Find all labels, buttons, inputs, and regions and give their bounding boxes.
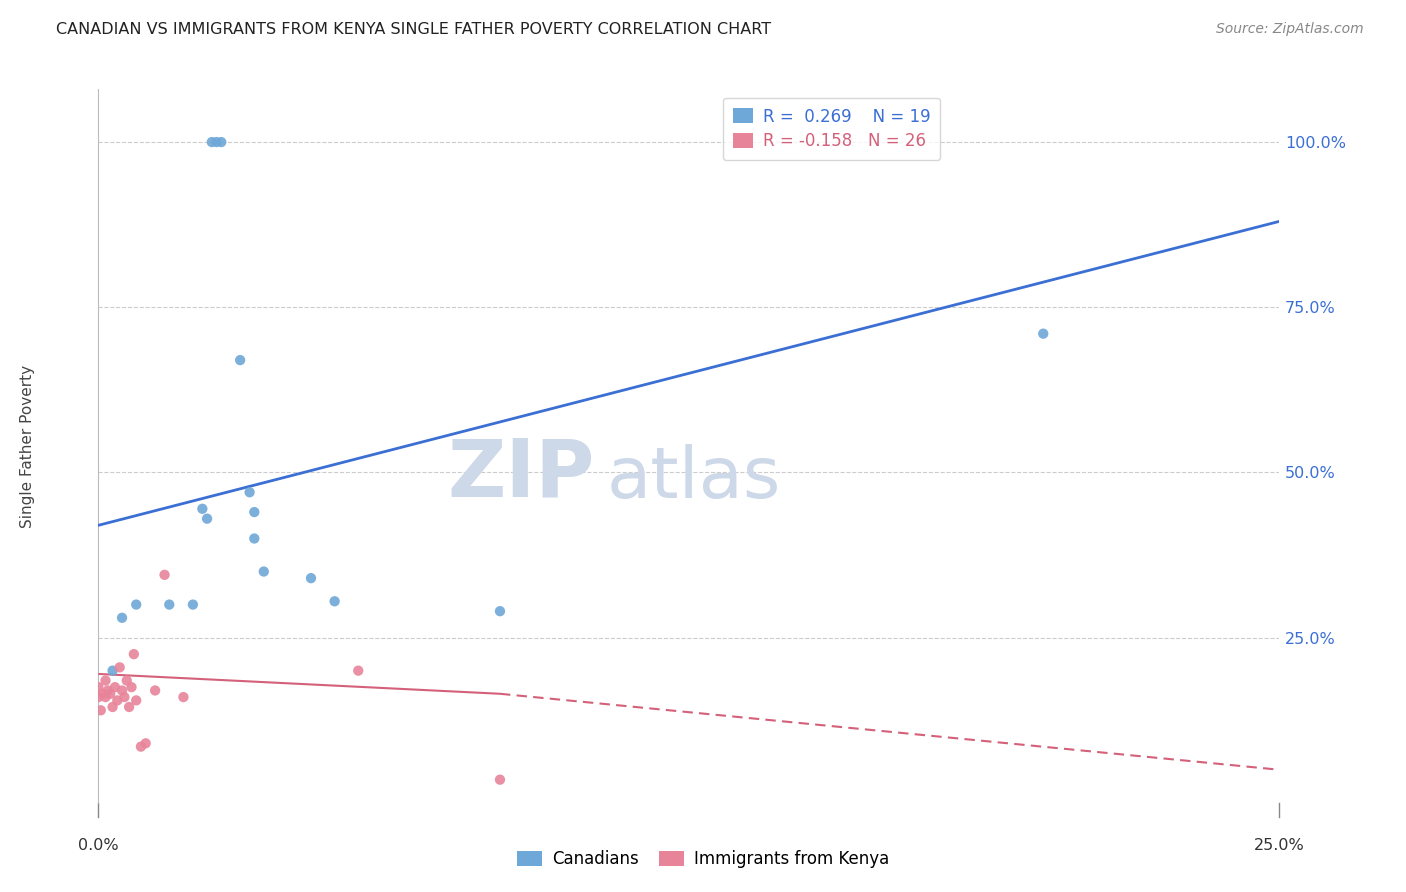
Point: [87, 690, 110, 704]
Point: [1032, 326, 1054, 341]
Text: 25.0%: 25.0%: [1254, 838, 1305, 854]
Point: [243, 532, 266, 546]
Text: Single Father Poverty: Single Father Poverty: [20, 365, 35, 527]
Point: [125, 693, 148, 707]
Text: Source: ZipAtlas.com: Source: ZipAtlas.com: [1216, 22, 1364, 37]
Point: [157, 598, 180, 612]
Point: [489, 604, 512, 618]
Legend: R =  0.269    N = 19, R = -0.158   N = 26: R = 0.269 N = 19, R = -0.158 N = 26: [723, 97, 941, 161]
Point: [111, 611, 134, 625]
Point: [201, 135, 224, 149]
Point: [125, 598, 148, 612]
Text: ZIP: ZIP: [447, 435, 595, 514]
Point: [87, 680, 110, 694]
Point: [489, 772, 512, 787]
Point: [209, 135, 232, 149]
Point: [94, 690, 117, 704]
Point: [172, 690, 194, 704]
Point: [104, 680, 127, 694]
Point: [143, 683, 166, 698]
Point: [108, 660, 131, 674]
Point: [323, 594, 346, 608]
Point: [105, 693, 128, 707]
Text: atlas: atlas: [606, 443, 780, 513]
Point: [98, 687, 121, 701]
Point: [299, 571, 322, 585]
Point: [115, 673, 138, 688]
Point: [239, 485, 262, 500]
Point: [191, 501, 214, 516]
Point: [243, 505, 266, 519]
Point: [91, 687, 114, 701]
Point: [94, 673, 117, 688]
Point: [181, 598, 204, 612]
Point: [129, 739, 152, 754]
Point: [135, 736, 157, 750]
Point: [111, 683, 134, 698]
Point: [97, 683, 120, 698]
Point: [122, 647, 145, 661]
Legend: Canadians, Immigrants from Kenya: Canadians, Immigrants from Kenya: [510, 844, 896, 875]
Text: 0.0%: 0.0%: [79, 838, 118, 854]
Point: [112, 690, 135, 704]
Point: [121, 680, 143, 694]
Point: [253, 565, 276, 579]
Point: [195, 511, 218, 525]
Point: [153, 567, 176, 582]
Point: [229, 353, 252, 368]
Point: [347, 664, 370, 678]
Point: [205, 135, 228, 149]
Point: [118, 700, 141, 714]
Text: CANADIAN VS IMMIGRANTS FROM KENYA SINGLE FATHER POVERTY CORRELATION CHART: CANADIAN VS IMMIGRANTS FROM KENYA SINGLE…: [56, 22, 772, 37]
Point: [101, 664, 124, 678]
Point: [101, 700, 124, 714]
Point: [90, 703, 112, 717]
